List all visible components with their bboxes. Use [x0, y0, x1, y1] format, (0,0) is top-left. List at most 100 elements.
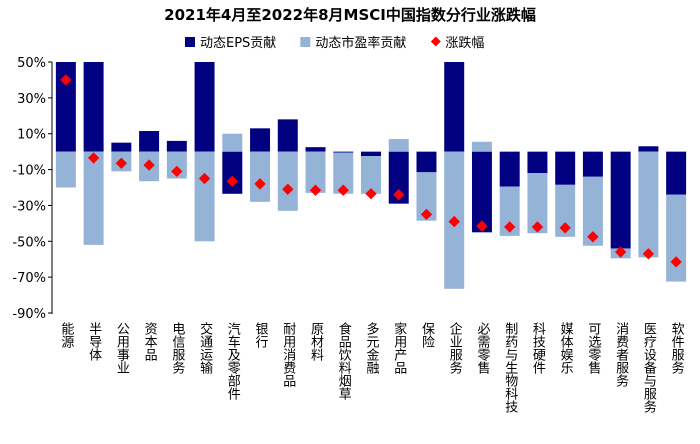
chart-title: 2021年4月至2022年8月MSCI中国指数分行业涨跌幅 — [164, 6, 536, 24]
x-tick-label: 多元金融 — [364, 321, 380, 374]
x-tick-label: 企业服务 — [447, 321, 463, 374]
bar — [222, 151, 243, 194]
marker — [642, 248, 655, 260]
bar — [582, 176, 603, 246]
bar — [250, 128, 271, 152]
marker — [254, 178, 266, 190]
bar — [139, 131, 160, 152]
marker — [309, 184, 322, 196]
bar — [638, 146, 659, 152]
legend-swatch — [185, 37, 195, 47]
y-tick-label: 30% — [17, 92, 46, 107]
bar — [55, 62, 76, 152]
plot — [55, 62, 687, 289]
y-tick-label: -90% — [12, 307, 46, 322]
legend-swatch — [300, 37, 311, 47]
x-tick-label: 医疗设备与服务 — [641, 322, 657, 413]
x-tick-label: 公用事业 — [114, 322, 130, 374]
bar — [610, 151, 631, 249]
y-tick-label: -50% — [12, 235, 46, 250]
bar — [444, 62, 465, 152]
legend-label: 动态EPS贡献 — [200, 36, 276, 51]
marker — [504, 221, 516, 233]
x-tick-label: 可选零售 — [585, 322, 601, 374]
marker — [226, 175, 238, 187]
marker — [365, 188, 377, 200]
x-tick-label: 电信服务 — [169, 322, 185, 374]
x-tick-label: 汽车及零部件 — [225, 322, 241, 400]
x-tick-label: 食品饮料烟草 — [336, 321, 352, 400]
x-tick-label: 科技硬件 — [530, 322, 546, 374]
bar — [361, 151, 381, 157]
marker — [587, 231, 599, 243]
bar — [527, 173, 548, 234]
bar — [277, 119, 298, 152]
x-tick-label: 交通运输 — [197, 321, 213, 374]
bar — [499, 151, 520, 187]
x-tick-label: 耐用消费品 — [280, 322, 296, 387]
y-tick-label: 50% — [17, 56, 46, 71]
x-tick-label: 半导体 — [86, 322, 102, 361]
bar — [55, 151, 76, 188]
x-tick-label: 必需零售 — [474, 322, 490, 374]
bar — [305, 147, 326, 152]
bar — [83, 62, 104, 152]
bar — [471, 151, 492, 233]
x-tick-label: 能源 — [58, 322, 74, 348]
bar — [638, 151, 659, 258]
bar — [305, 151, 326, 193]
x-tick-label: 资本品 — [142, 322, 158, 361]
x-tick-label: 家用产品 — [391, 321, 407, 374]
bar — [83, 151, 104, 245]
marker — [60, 74, 72, 86]
bar — [555, 151, 576, 185]
bar — [194, 151, 215, 242]
marker — [476, 220, 488, 232]
bar — [666, 151, 687, 195]
legend-label: 涨跌幅 — [445, 35, 484, 51]
x-tick-label: 媒体娱乐 — [558, 322, 574, 374]
bar — [166, 140, 187, 152]
bar — [666, 194, 687, 282]
bar — [333, 151, 354, 153]
marker — [531, 221, 544, 233]
bar — [555, 184, 576, 237]
bar — [277, 151, 298, 211]
y-tick-label: -10% — [12, 164, 46, 179]
bar — [222, 133, 243, 152]
bar — [582, 151, 603, 177]
y-tick-label: 10% — [17, 128, 46, 143]
x-tick-label: 原材料 — [308, 322, 324, 361]
bar — [499, 186, 520, 236]
marker — [448, 215, 460, 228]
marker — [420, 208, 433, 221]
bar — [416, 172, 437, 221]
x-tick-label: 软件服务 — [669, 322, 685, 374]
bar — [527, 151, 548, 174]
bar — [416, 151, 437, 173]
marker — [337, 184, 349, 196]
marker — [171, 165, 183, 178]
bar — [361, 156, 381, 194]
bar — [111, 142, 132, 152]
legend-label: 动态市盈率贡献 — [315, 35, 406, 51]
bar — [388, 151, 409, 204]
marker — [393, 189, 405, 201]
marker — [670, 256, 682, 268]
marker — [143, 159, 155, 171]
bar — [194, 62, 215, 152]
marker — [559, 222, 571, 234]
marker — [282, 183, 294, 195]
marker — [198, 172, 211, 185]
x-tick-label: 消费者服务 — [613, 322, 629, 387]
y-tick-label: -30% — [12, 199, 46, 214]
bar — [388, 139, 409, 152]
bar — [250, 151, 271, 202]
x-tick-label: 银行 — [253, 322, 269, 349]
bar — [471, 141, 492, 152]
x-tick-label: 制药与生物科技 — [502, 322, 518, 413]
x-tick-label: 保险 — [419, 322, 435, 348]
y-tick-label: -70% — [12, 271, 46, 286]
